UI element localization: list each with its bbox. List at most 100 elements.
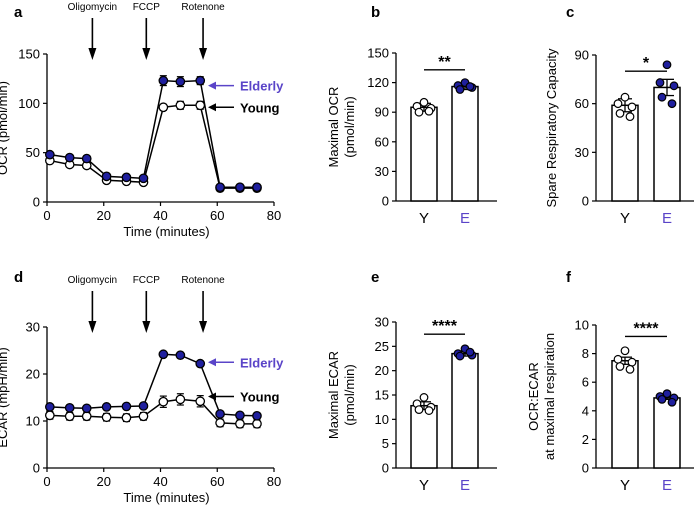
data-point-elderly	[64, 152, 75, 163]
data-point-e	[657, 394, 667, 404]
injection-arrowhead	[88, 48, 97, 60]
data-point-young	[101, 412, 112, 423]
data-point-elderly	[81, 153, 92, 164]
y-tick-label: 20	[26, 367, 40, 382]
data-point-elderly	[138, 173, 149, 184]
y-tick-label: 90	[575, 48, 589, 63]
y-tick-label: 10	[375, 412, 389, 427]
injection-arrowhead	[199, 321, 208, 333]
injection-arrowhead	[88, 321, 97, 333]
data-point-y	[414, 405, 424, 415]
y-tick-label: 8	[582, 346, 589, 361]
y-axis-label: ECAR (mpH/min)	[0, 347, 10, 447]
y-tick-label: 5	[382, 436, 389, 451]
y-tick-label: 120	[367, 75, 389, 90]
injection-label: Rotenone	[181, 2, 225, 13]
y-tick-label: 0	[33, 461, 40, 476]
data-point-y	[615, 362, 625, 371]
y-tick-label: 0	[382, 461, 389, 476]
data-point-y	[414, 107, 424, 117]
x-category-label: Y	[419, 210, 429, 227]
y-tick-label: 0	[382, 194, 389, 209]
bar-y	[410, 404, 438, 469]
y-axis-label: OCR (pmol/min)	[0, 81, 10, 175]
x-category-label: E	[460, 210, 470, 227]
y-axis-label: Maximal OCR	[326, 87, 341, 168]
data-point-elderly	[81, 403, 92, 414]
panel-letter-a: a	[14, 4, 23, 21]
y-tick-label: 60	[375, 134, 389, 149]
data-point-y	[625, 364, 635, 374]
y-axis-label: Spare Respiratory Capacity	[544, 48, 559, 207]
y-tick-label: 30	[575, 145, 589, 160]
x-category-label: E	[662, 477, 672, 494]
data-point-elderly	[235, 182, 245, 193]
data-point-e	[667, 99, 677, 109]
injection-label: Oligomycin	[68, 2, 117, 13]
data-point-elderly	[44, 149, 55, 160]
injection-label: Rotenone	[181, 275, 225, 286]
y-tick-label: 2	[582, 432, 589, 447]
x-tick-label: 0	[43, 474, 50, 489]
y-tick-label: 90	[375, 105, 389, 120]
data-point-y	[424, 106, 434, 116]
data-point-elderly	[121, 172, 132, 183]
y-tick-label: 6	[582, 375, 589, 390]
legend-label-young: Young	[240, 390, 280, 405]
data-point-elderly	[195, 75, 206, 86]
x-tick-label: 40	[153, 474, 167, 489]
data-point-e	[455, 85, 465, 94]
y-tick-label: 10	[26, 414, 40, 429]
panel-letter-f: f	[566, 269, 572, 286]
data-point-e	[657, 92, 667, 102]
y-tick-label: 0	[33, 195, 40, 210]
y-tick-label: 50	[26, 145, 40, 160]
data-point-young	[252, 418, 262, 429]
bar-e	[653, 86, 681, 202]
data-point-elderly	[175, 76, 186, 87]
data-point-y	[627, 102, 637, 112]
y-tick-label: 0	[582, 461, 589, 476]
x-category-label: E	[460, 477, 470, 494]
data-point-elderly	[252, 182, 262, 193]
injection-arrowhead	[142, 321, 151, 333]
x-tick-label: 60	[210, 208, 224, 223]
y-axis-label: Maximal ECAR	[326, 351, 341, 439]
data-point-e	[669, 81, 679, 91]
y-tick-label: 0	[582, 194, 589, 209]
data-point-elderly	[175, 350, 186, 361]
data-point-elderly	[101, 402, 112, 412]
x-tick-label: 60	[210, 474, 224, 489]
data-point-young	[158, 396, 169, 407]
data-point-elderly	[44, 402, 55, 412]
data-point-y	[424, 406, 434, 415]
legend-label-young: Young	[240, 100, 280, 115]
injection-arrowhead	[199, 48, 208, 60]
data-point-young	[81, 411, 92, 422]
data-point-elderly	[138, 401, 149, 411]
series-line-young	[49, 104, 257, 189]
x-axis-label: Time (minutes)	[123, 224, 209, 239]
x-tick-label: 20	[97, 474, 111, 489]
data-point-e	[667, 397, 677, 407]
legend-arrowhead	[208, 103, 216, 112]
data-point-elderly	[158, 75, 169, 86]
bar-e	[653, 397, 681, 469]
bar-y	[611, 104, 639, 202]
injection-label: FCCP	[133, 2, 161, 13]
x-tick-label: 0	[43, 208, 50, 223]
data-point-elderly	[252, 410, 262, 421]
data-point-y	[620, 346, 630, 356]
series-line-elderly	[49, 79, 257, 188]
data-point-y	[615, 108, 625, 118]
legend-label-elderly: Elderly	[240, 355, 284, 370]
y-tick-label: 150	[18, 47, 40, 62]
data-point-young	[175, 394, 186, 405]
data-point-e	[455, 351, 465, 361]
data-point-elderly	[121, 401, 132, 412]
series-line-young	[49, 398, 257, 425]
significance-label: **	[438, 54, 451, 71]
legend-arrowhead	[208, 392, 216, 401]
y-axis-label: at maximal respiration	[542, 333, 557, 460]
